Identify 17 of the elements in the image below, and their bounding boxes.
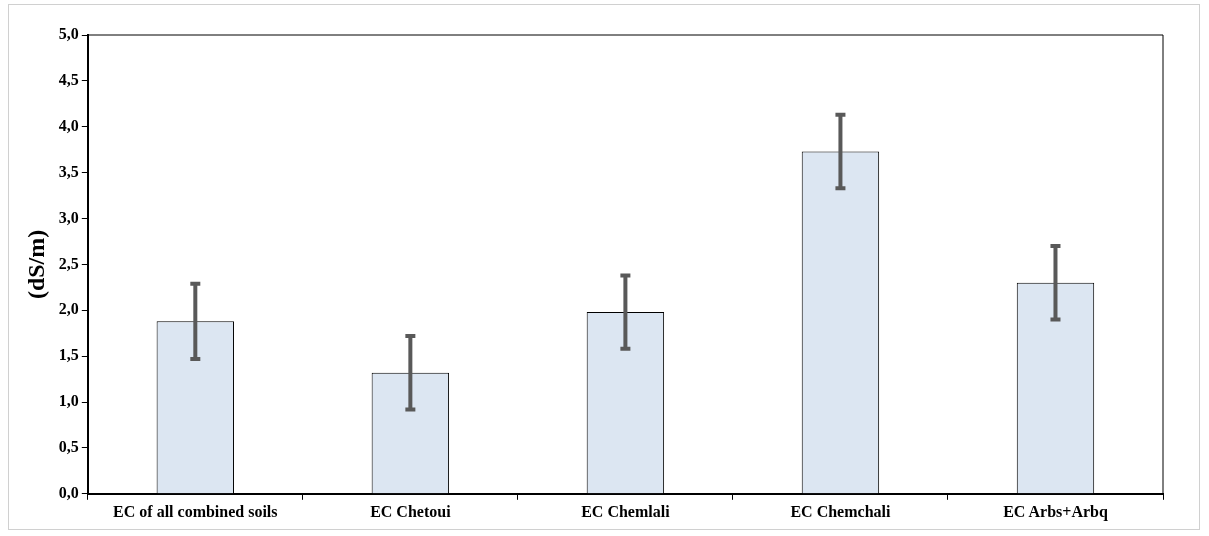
y-tick-label: 4,5 bbox=[58, 71, 79, 89]
x-tick-label: EC Chemlali bbox=[581, 502, 671, 520]
y-tick-label: 3,5 bbox=[58, 162, 79, 180]
x-tick-label: EC of all combined soils bbox=[113, 502, 278, 520]
y-tick-label: 5,0 bbox=[58, 25, 79, 43]
y-tick-label: 2,5 bbox=[58, 254, 79, 272]
x-tick-label: EC Chemchali bbox=[790, 502, 891, 520]
y-tick-label: 3,0 bbox=[58, 208, 79, 226]
y-tick-label: 2,0 bbox=[58, 300, 79, 318]
x-tick-label: EC Chetoui bbox=[370, 502, 452, 520]
y-tick-label: 0,0 bbox=[58, 483, 79, 501]
y-tick-label: 0,5 bbox=[58, 438, 79, 456]
y-axis-title: (dS/m) bbox=[22, 229, 49, 300]
y-tick-label: 1,5 bbox=[58, 346, 79, 364]
x-tick-label: EC Arbs+Arbq bbox=[1003, 502, 1108, 521]
y-tick-label: 1,0 bbox=[58, 392, 79, 410]
y-tick-label: 4,0 bbox=[58, 116, 79, 134]
